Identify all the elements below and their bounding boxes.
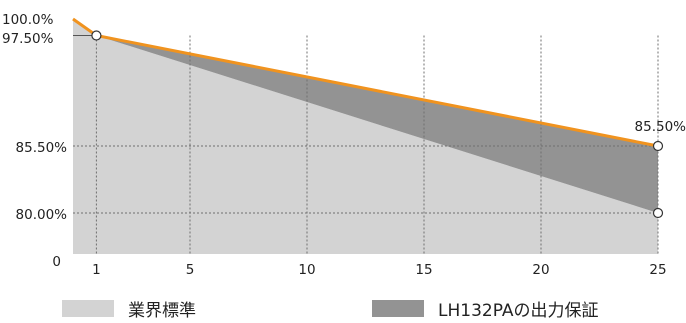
x-tick-label-5: 5 <box>186 262 195 278</box>
legend-swatch-industry <box>62 300 114 317</box>
x-tick-label-1: 1 <box>92 262 101 278</box>
legend-label-industry: 業界標準 <box>128 296 196 321</box>
y-tick-label-4: 0 <box>52 254 61 270</box>
x-tick-label-25: 25 <box>649 262 666 278</box>
y-tick-label-2: 85.50% <box>16 140 68 156</box>
legend-item-guarantee: LH132PAの出力保証 <box>372 296 599 320</box>
legend-item-industry: 業界標準 <box>62 296 196 320</box>
data-marker-1 <box>654 142 663 151</box>
y-tick-label-3: 80.00% <box>16 207 68 223</box>
data-marker-2 <box>654 209 663 218</box>
x-tick-label-15: 15 <box>415 262 432 278</box>
y-tick-label-1: 97.50% <box>2 31 54 47</box>
x-tick-label-10: 10 <box>298 262 315 278</box>
y-tick-label-0: 100.0% <box>2 12 54 28</box>
annotation-label-0: 85.50% <box>635 119 686 135</box>
data-marker-0 <box>92 31 101 40</box>
legend-label-guarantee: LH132PAの出力保証 <box>438 296 599 321</box>
legend-swatch-guarantee <box>372 300 424 317</box>
x-tick-label-20: 20 <box>532 262 549 278</box>
